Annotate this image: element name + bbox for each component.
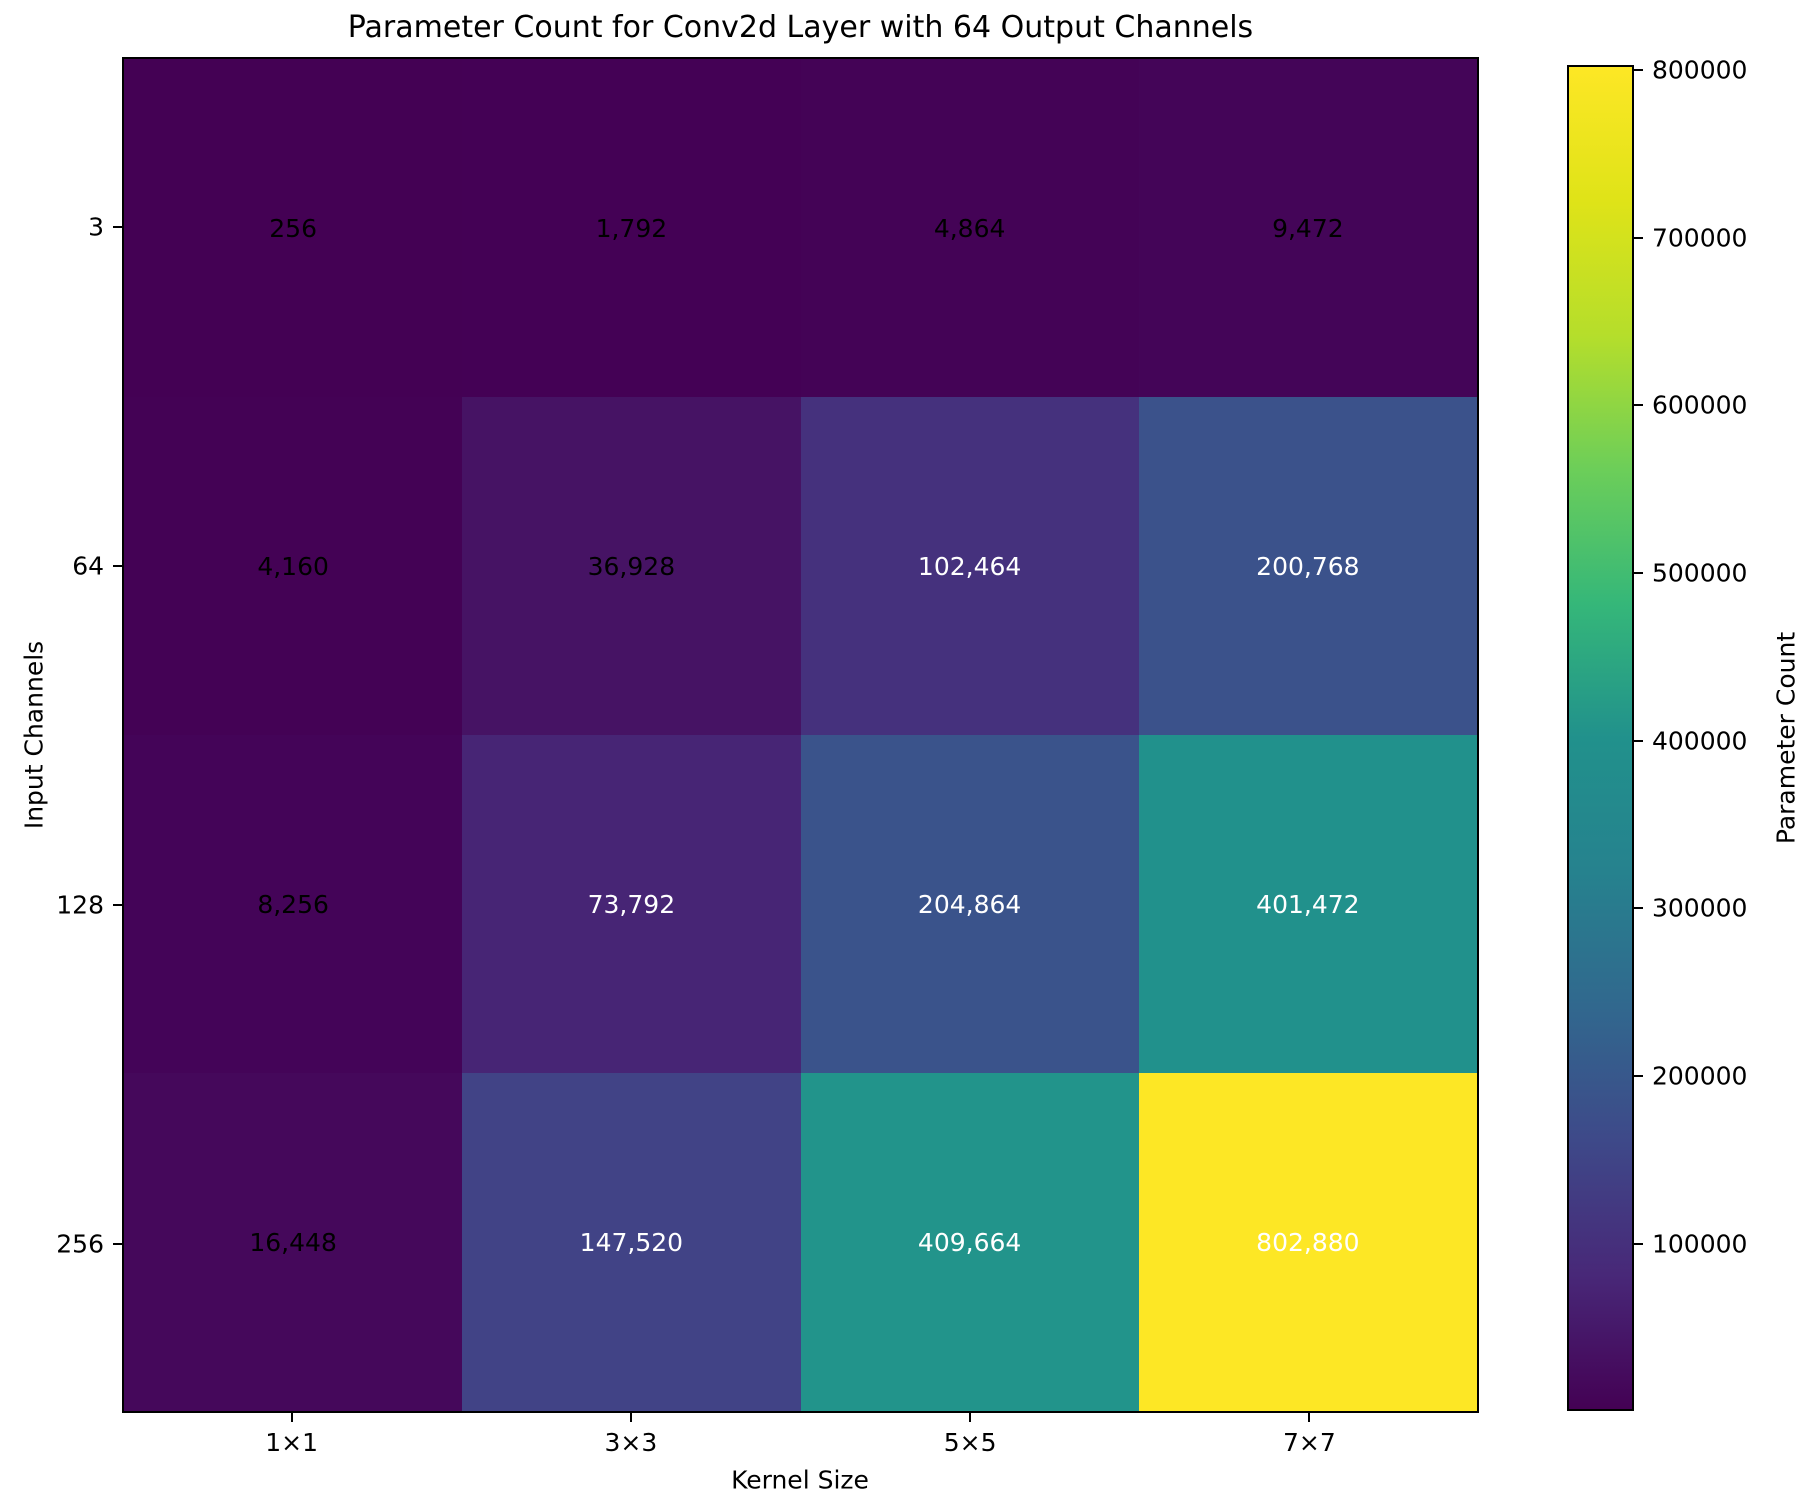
- heatmap-cell-r0c2: 4,864: [800, 59, 1139, 397]
- colorbar-tick-label-700000: 700000: [1652, 223, 1748, 253]
- chart-title: Parameter Count for Conv2d Layer with 64…: [347, 10, 1254, 45]
- colorbar-tickmark-600000: [1634, 404, 1643, 407]
- heatmap-cell-r1c2: 102,464: [800, 397, 1139, 735]
- y-tickmark-64: [113, 564, 122, 567]
- colorbar-tick-label-300000: 300000: [1652, 893, 1748, 923]
- y-tick-label-64: 64: [72, 551, 104, 580]
- heatmap-cell-r3c2: 409,664: [800, 1073, 1139, 1411]
- colorbar-tickmark-100000: [1634, 1242, 1643, 1245]
- x-tick-label-7×7: 7×7: [1282, 1428, 1336, 1457]
- heatmap-cell-r0c3: 9,472: [1138, 59, 1477, 397]
- y-tick-label-128: 128: [56, 890, 104, 919]
- heatmap-cell-r1c0: 4,160: [124, 397, 463, 735]
- heatmap-cell-r2c3: 401,472: [1138, 735, 1477, 1073]
- y-axis-label: Input Channels: [19, 640, 49, 830]
- heatmap-cell-r2c1: 73,792: [462, 735, 801, 1073]
- colorbar-tickmark-400000: [1634, 739, 1643, 742]
- colorbar-tick-label-500000: 500000: [1652, 558, 1748, 588]
- x-tick-label-3×3: 3×3: [604, 1428, 658, 1457]
- y-tickmark-3: [113, 225, 122, 228]
- heatmap-cell-r0c1: 1,792: [462, 59, 801, 397]
- heatmap-cell-r3c0: 16,448: [124, 1073, 463, 1411]
- colorbar-tick-label-100000: 100000: [1652, 1229, 1748, 1259]
- x-tickmark-3×3: [629, 1413, 632, 1422]
- colorbar-tickmark-800000: [1634, 68, 1643, 71]
- colorbar-tick-label-400000: 400000: [1652, 726, 1748, 756]
- colorbar-tick-label-200000: 200000: [1652, 1061, 1748, 1091]
- colorbar-tickmark-700000: [1634, 236, 1643, 239]
- colorbar-gradient: [1567, 65, 1634, 1411]
- x-tick-label-1×1: 1×1: [265, 1428, 319, 1457]
- colorbar-tickmark-300000: [1634, 907, 1643, 910]
- colorbar-tick-label-600000: 600000: [1652, 390, 1748, 420]
- heatmap-cell-r2c2: 204,864: [800, 735, 1139, 1073]
- heatmap-cell-r3c1: 147,520: [462, 1073, 801, 1411]
- y-tick-label-3: 3: [88, 212, 104, 241]
- colorbar-tickmark-500000: [1634, 571, 1643, 574]
- heatmap-cell-r3c3: 802,880: [1138, 1073, 1477, 1411]
- colorbar-label: Parameter Count: [1771, 631, 1801, 845]
- y-tick-label-256: 256: [56, 1229, 104, 1258]
- x-axis-label: Kernel Size: [731, 1465, 869, 1495]
- heatmap-cell-r1c1: 36,928: [462, 397, 801, 735]
- heatmap-cell-r0c0: 256: [124, 59, 463, 397]
- x-tick-label-5×5: 5×5: [943, 1428, 997, 1457]
- heatmap-grid: 256 1,792 4,864 9,472 4,160 36,928 102,464 200,…: [122, 57, 1479, 1413]
- x-tickmark-5×5: [969, 1413, 972, 1422]
- y-tickmark-256: [113, 1242, 122, 1245]
- colorbar-tickmark-200000: [1634, 1075, 1643, 1078]
- x-tickmark-7×7: [1308, 1413, 1311, 1422]
- x-tickmark-1×1: [290, 1413, 293, 1422]
- colorbar-tick-label-800000: 800000: [1652, 55, 1748, 85]
- y-tickmark-128: [113, 903, 122, 906]
- heatmap-cell-r2c0: 8,256: [124, 735, 463, 1073]
- heatmap-cell-r1c3: 200,768: [1138, 397, 1477, 735]
